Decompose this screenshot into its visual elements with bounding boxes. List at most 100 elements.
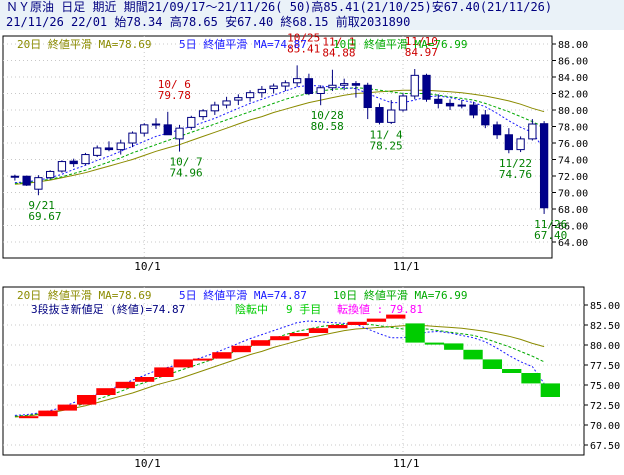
candle-body [163, 124, 172, 136]
candle-body [245, 92, 255, 99]
annotation-date: 10/25 [287, 31, 320, 44]
candle-body [116, 142, 125, 151]
candle-body [340, 83, 349, 86]
candle-body [422, 74, 431, 100]
candle-body [387, 109, 396, 123]
annotation-date: 11/ 1 [322, 36, 355, 49]
break-info-state: 陰転中 [235, 302, 268, 316]
candle-body [516, 138, 525, 151]
break-brick [231, 345, 251, 353]
candle-body [410, 74, 419, 97]
price-tick-label: 80.00 [558, 106, 588, 117]
break-brick [424, 342, 445, 345]
candle-body [281, 82, 290, 87]
price-tick-label: 74.00 [558, 156, 588, 167]
annotation-date: 10/28 [311, 109, 344, 122]
break-brick [96, 388, 116, 395]
candle-body [445, 102, 455, 107]
annotation-date: 10/ 6 [158, 78, 191, 91]
candle-body [304, 78, 314, 95]
annotation-date: 10/ 7 [170, 156, 203, 169]
break-tick-label: 82.50 [590, 321, 620, 332]
x-label-nov: 11/1 [393, 260, 420, 273]
break-legend-ma5: 5日 終値平滑 MA=74.87 [179, 288, 307, 302]
candle-body [210, 104, 219, 112]
break-brick [308, 328, 329, 333]
candle-body [175, 127, 184, 140]
candle-body [528, 123, 537, 140]
break-brick [192, 358, 213, 361]
candle-body [57, 161, 67, 172]
price-tick-label: 64.00 [558, 238, 588, 249]
candle-body [140, 124, 149, 134]
ma5-line [14, 84, 545, 184]
break-brick [212, 352, 232, 359]
candle-body [316, 87, 325, 94]
break-brick [19, 416, 39, 419]
price-tick-label: 70.00 [558, 189, 588, 200]
price-tick-label: 86.00 [558, 57, 588, 68]
candle-body [481, 114, 490, 126]
candle-body [93, 147, 102, 156]
annotation-value: 84.88 [322, 47, 355, 60]
break-brick [38, 410, 58, 417]
break-brick [328, 325, 348, 329]
break-brick [115, 381, 135, 389]
break-brick [405, 323, 425, 343]
break-brick [444, 343, 464, 350]
break-brick [270, 336, 290, 341]
break-brick [521, 373, 541, 384]
break-brick [540, 383, 560, 397]
price-tick-label: 72.00 [558, 172, 588, 183]
break-tick-label: 67.50 [590, 441, 620, 452]
candle-body [81, 154, 90, 165]
candle-body [151, 123, 161, 126]
candle-body [292, 78, 302, 84]
break-info-count: 9 手目 [286, 302, 321, 316]
candle-body [434, 98, 443, 104]
break-brick [366, 318, 387, 322]
annotation-value: 67.40 [534, 229, 567, 242]
price-tick-label: 84.00 [558, 73, 588, 84]
legend-ma5: 5日 終値平滑 MA=74.87 [179, 37, 307, 51]
price-tick-label: 76.00 [558, 139, 588, 150]
x-label-oct: 10/1 [134, 260, 161, 273]
break-panel-frame [2, 286, 585, 456]
annotation-date: 11/ 4 [369, 128, 402, 141]
break-tick-label: 75.00 [590, 381, 620, 392]
break-tick-label: 77.50 [590, 361, 620, 372]
legend-ma10: 10日 終値平滑 MA=76.99 [333, 37, 467, 51]
break-legend-ma10: 10日 終値平滑 MA=76.99 [333, 288, 467, 302]
break-info-main: 3段抜き新値足 (終値)=74.87 [31, 302, 185, 316]
candle-body [34, 177, 43, 190]
candle-body [269, 85, 278, 90]
price-tick-label: 66.00 [558, 222, 588, 233]
legend-ma20: 20日 終値平滑 MA=78.69 [17, 37, 151, 51]
price-tick-label: 68.00 [558, 205, 588, 216]
header-line-2: 21/11/26 22/01 始78.34 高78.65 安67.40 終68.… [0, 15, 624, 30]
candle-body [375, 107, 384, 123]
candle-body [504, 134, 513, 151]
annotation-value: 79.78 [158, 89, 191, 102]
price-tick-label: 82.00 [558, 90, 588, 101]
candle-body [187, 116, 196, 128]
break-tick-label: 80.00 [590, 341, 620, 352]
annotation-value: 84.97 [405, 46, 438, 59]
candle-body [363, 84, 372, 109]
candle-body [10, 175, 20, 178]
ma10-line [14, 87, 545, 184]
break-brick [502, 369, 522, 373]
candle-body [328, 84, 337, 89]
candle-body [469, 104, 478, 116]
break-brick [347, 321, 367, 325]
break-x-label-nov: 11/1 [393, 457, 420, 470]
break-brick [386, 314, 406, 319]
price-tick-label: 88.00 [558, 40, 588, 51]
break-x-label-oct: 10/1 [134, 457, 161, 470]
candle-body [457, 104, 466, 107]
break-legend-ma20: 20日 終値平滑 MA=78.69 [17, 288, 151, 302]
annotation-date: 11/10 [405, 35, 438, 48]
candle-body [492, 124, 502, 136]
break-brick [289, 333, 309, 337]
